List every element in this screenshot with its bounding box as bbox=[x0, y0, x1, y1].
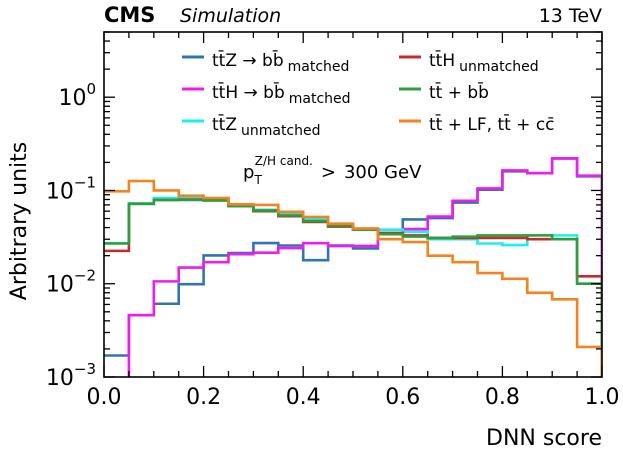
pt-relation: > bbox=[321, 162, 336, 183]
y-tick-label: 10−1 bbox=[46, 173, 96, 204]
svg-text:pTZ/H cand.>300 GeV: pT Z/H cand. > 300 GeV bbox=[243, 154, 422, 187]
legend-entry-tt_lf: tt̄ + LF, tt̄ + cc̄ bbox=[399, 113, 555, 135]
legend: tt̄Z → bb̄ matched tt̄H unmatched tt̄H → bb̄… bbox=[182, 49, 555, 139]
legend-entry-tt_bb: tt̄ + bb̄ bbox=[399, 81, 489, 103]
y-tick-label: 100 bbox=[58, 80, 96, 111]
y-axis-label: Arbitrary units bbox=[7, 142, 32, 300]
legend-entry-ttH_unm: tt̄H unmatched bbox=[399, 49, 539, 75]
cms-label: CMS bbox=[104, 3, 155, 27]
x-tick-label: 0.4 bbox=[286, 385, 321, 410]
pt-value: 300 GeV bbox=[344, 162, 422, 183]
plot-frame bbox=[103, 31, 603, 378]
pt-subscript: T bbox=[253, 173, 262, 187]
legend-entry-ttZ_bb: tt̄Z → bb̄ matched bbox=[182, 49, 349, 75]
series-ttH_bb bbox=[127, 157, 602, 377]
legend-label: tt̄H unmatched bbox=[429, 49, 539, 75]
tick-labels: 0.0 0.2 0.4 0.6 0.8 1.0 10−3 10−2 10−1 100 bbox=[46, 80, 620, 410]
x-axis-label: DNN score bbox=[486, 426, 602, 449]
axes-frame bbox=[103, 31, 603, 378]
chart-header: CMS Simulation 13 TeV bbox=[104, 3, 602, 27]
pt-symbol: p bbox=[243, 162, 254, 183]
legend-label: tt̄Z → bb̄ matched bbox=[212, 49, 349, 75]
x-tick-label: 0.8 bbox=[485, 385, 520, 410]
x-tick-label: 1.0 bbox=[585, 385, 620, 410]
y-tick-label: 10−2 bbox=[46, 267, 96, 298]
legend-label: tt̄ + LF, tt̄ + cc̄ bbox=[429, 113, 555, 135]
pt-cut-annotation: pT Z/H cand. > 300 GeV bbox=[243, 154, 422, 187]
x-tick-label: 0.0 bbox=[87, 385, 122, 410]
legend-entry-ttH_bb: tt̄H → bb̄ matched bbox=[182, 81, 351, 107]
x-tick-label: 0.2 bbox=[186, 385, 221, 410]
x-tick-label: 0.6 bbox=[385, 385, 420, 410]
energy-label: 13 TeV bbox=[539, 5, 602, 27]
y-tick-label: 10−3 bbox=[46, 360, 96, 391]
histogram-marks bbox=[104, 157, 602, 377]
pt-superscript: Z/H cand. bbox=[255, 154, 313, 168]
legend-label: tt̄Z unmatched bbox=[212, 113, 321, 139]
series-tt_lf bbox=[104, 179, 602, 377]
legend-entry-ttZ_unm: tt̄Z unmatched bbox=[182, 113, 321, 139]
simulation-label: Simulation bbox=[180, 5, 281, 27]
legend-label: tt̄ + bb̄ bbox=[429, 81, 489, 103]
legend-label: tt̄H → bb̄ matched bbox=[212, 81, 351, 107]
